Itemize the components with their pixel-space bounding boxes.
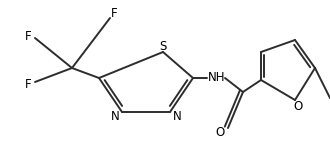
- Text: F: F: [25, 78, 31, 90]
- Text: N: N: [111, 110, 119, 123]
- Text: O: O: [293, 99, 303, 113]
- Text: O: O: [215, 126, 225, 139]
- Text: F: F: [25, 30, 31, 42]
- Text: F: F: [111, 6, 117, 19]
- Text: N: N: [173, 110, 182, 123]
- Text: S: S: [159, 40, 167, 52]
- Text: NH: NH: [208, 71, 226, 83]
